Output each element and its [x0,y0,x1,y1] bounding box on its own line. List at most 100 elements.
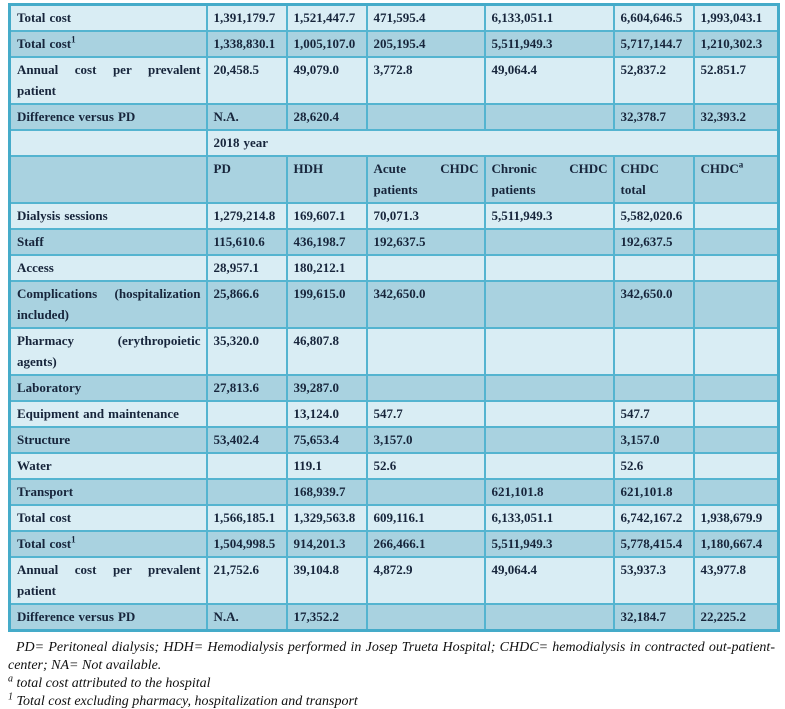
value-cell [365,603,486,632]
row-label-cell: Water [8,452,208,480]
value-cell: 621,101.8 [483,478,615,506]
value-cell: 1,521,447.7 [285,3,368,32]
table-row: Difference versus PD N.A. 28,620.4 32,378.7… [8,103,780,131]
table-row: PD HDH Acute CHDC patients Chronic CHDC pat… [8,155,780,204]
value-cell: 547.7 [612,400,695,428]
value-cell: 22,225.2 [692,603,780,632]
value-cell: 52.6 [612,452,695,480]
row-label-cell: Difference versus PD [8,103,208,131]
table-row: Staff 115,610.6 436,198.7 192,637.5 192,637.… [8,228,780,256]
value-cell [205,478,288,506]
table-row: Total cost 1,391,179.7 1,521,447.7 471,595.… [8,3,780,32]
value-cell: 75,653.4 [285,426,368,454]
column-header-cell: CHDC total [612,155,695,204]
value-cell: 52,837.2 [612,56,695,105]
row-label-cell: Transport [8,478,208,506]
footnote-1: 1 Total cost excluding pharmacy, hospita… [8,692,775,709]
row-label-cell: Laboratory [8,374,208,402]
value-cell: 17,352.2 [285,603,368,632]
value-cell [692,452,780,480]
value-cell: 70,071.3 [365,202,486,230]
column-header-cell: PD [205,155,288,204]
value-cell: 1,504,998.5 [205,530,288,558]
value-cell: 609,116.1 [365,504,486,532]
value-cell [365,103,486,131]
value-cell [483,400,615,428]
column-header-cell: Acute CHDC patients [365,155,486,204]
value-cell [483,280,615,329]
value-cell: 6,133,051.1 [483,3,615,32]
value-cell [692,426,780,454]
value-cell: 13,124.0 [285,400,368,428]
table-row: Total cost1 1,338,830.1 1,005,107.0 205,195… [8,30,780,58]
value-cell [483,603,615,632]
value-cell: 5,717,144.7 [612,30,695,58]
table-row: Complications (hospitalization included)… [8,280,780,329]
table-row: 2018 year [8,129,780,157]
value-cell [692,374,780,402]
value-cell: 119.1 [285,452,368,480]
table-row: Difference versus PD N.A. 17,352.2 32,184.7… [8,603,780,632]
value-cell: 169,607.1 [285,202,368,230]
table-row: Annual cost per prevalent patient 20,458.… [8,56,780,105]
value-cell: 471,595.4 [365,3,486,32]
row-label-cell: Total cost [8,504,208,532]
value-cell: 914,201.3 [285,530,368,558]
row-label-cell [8,155,208,204]
value-cell: 192,637.5 [365,228,486,256]
value-cell [692,254,780,282]
value-cell: 49,064.4 [483,56,615,105]
value-cell: 20,458.5 [205,56,288,105]
value-cell: 32,393.2 [692,103,780,131]
value-cell: 3,157.0 [612,426,695,454]
value-cell: 52.851.7 [692,56,780,105]
value-cell: 35,320.0 [205,327,288,376]
value-cell: 53,937.3 [612,556,695,605]
value-cell: 342,650.0 [365,280,486,329]
footnote-a: a total cost attributed to the hospital [8,673,775,693]
value-cell: 5,778,415.4 [612,530,695,558]
value-cell: 5,511,949.3 [483,530,615,558]
value-cell: 1,938,679.9 [692,504,780,532]
value-cell [483,374,615,402]
value-cell: 3,157.0 [365,426,486,454]
row-label-cell: Dialysis sessions [8,202,208,230]
row-label-cell: Total cost [8,3,208,32]
value-cell: 266,466.1 [365,530,486,558]
value-cell: 436,198.7 [285,228,368,256]
column-header-cell: CHDCa [692,155,780,204]
value-cell [612,254,695,282]
value-cell: 46,807.8 [285,327,368,376]
value-cell: 28,620.4 [285,103,368,131]
value-cell: 205,195.4 [365,30,486,58]
value-cell: 1,329,563.8 [285,504,368,532]
value-cell: 53,402.4 [205,426,288,454]
value-cell: 1,005,107.0 [285,30,368,58]
value-cell [692,280,780,329]
row-label-cell: Annual cost per prevalent patient [8,556,208,605]
value-cell: 4,872.9 [365,556,486,605]
value-cell: 25,866.6 [205,280,288,329]
value-cell: 192,637.5 [612,228,695,256]
value-cell [612,374,695,402]
value-cell [365,327,486,376]
year-banner-cell: 2018 year [205,129,780,157]
value-cell: 21,752.6 [205,556,288,605]
value-cell: 27,813.6 [205,374,288,402]
value-cell: N.A. [205,603,288,632]
value-cell: 32,378.7 [612,103,695,131]
row-label-cell: Complications (hospitalization included) [8,280,208,329]
value-cell [483,452,615,480]
value-cell: 1,180,667.4 [692,530,780,558]
footnote-a-marker: a [8,673,13,685]
row-label-cell: Staff [8,228,208,256]
value-cell: 49,079.0 [285,56,368,105]
table-row: Structure 53,402.4 75,653.4 3,157.0 3,157.0 [8,426,780,454]
value-cell: 1,338,830.1 [205,30,288,58]
value-cell: 168,939.7 [285,478,368,506]
value-cell [483,426,615,454]
value-cell: 1,993,043.1 [692,3,780,32]
value-cell [692,400,780,428]
row-label-cell: Pharmacy (erythropoietic agents) [8,327,208,376]
